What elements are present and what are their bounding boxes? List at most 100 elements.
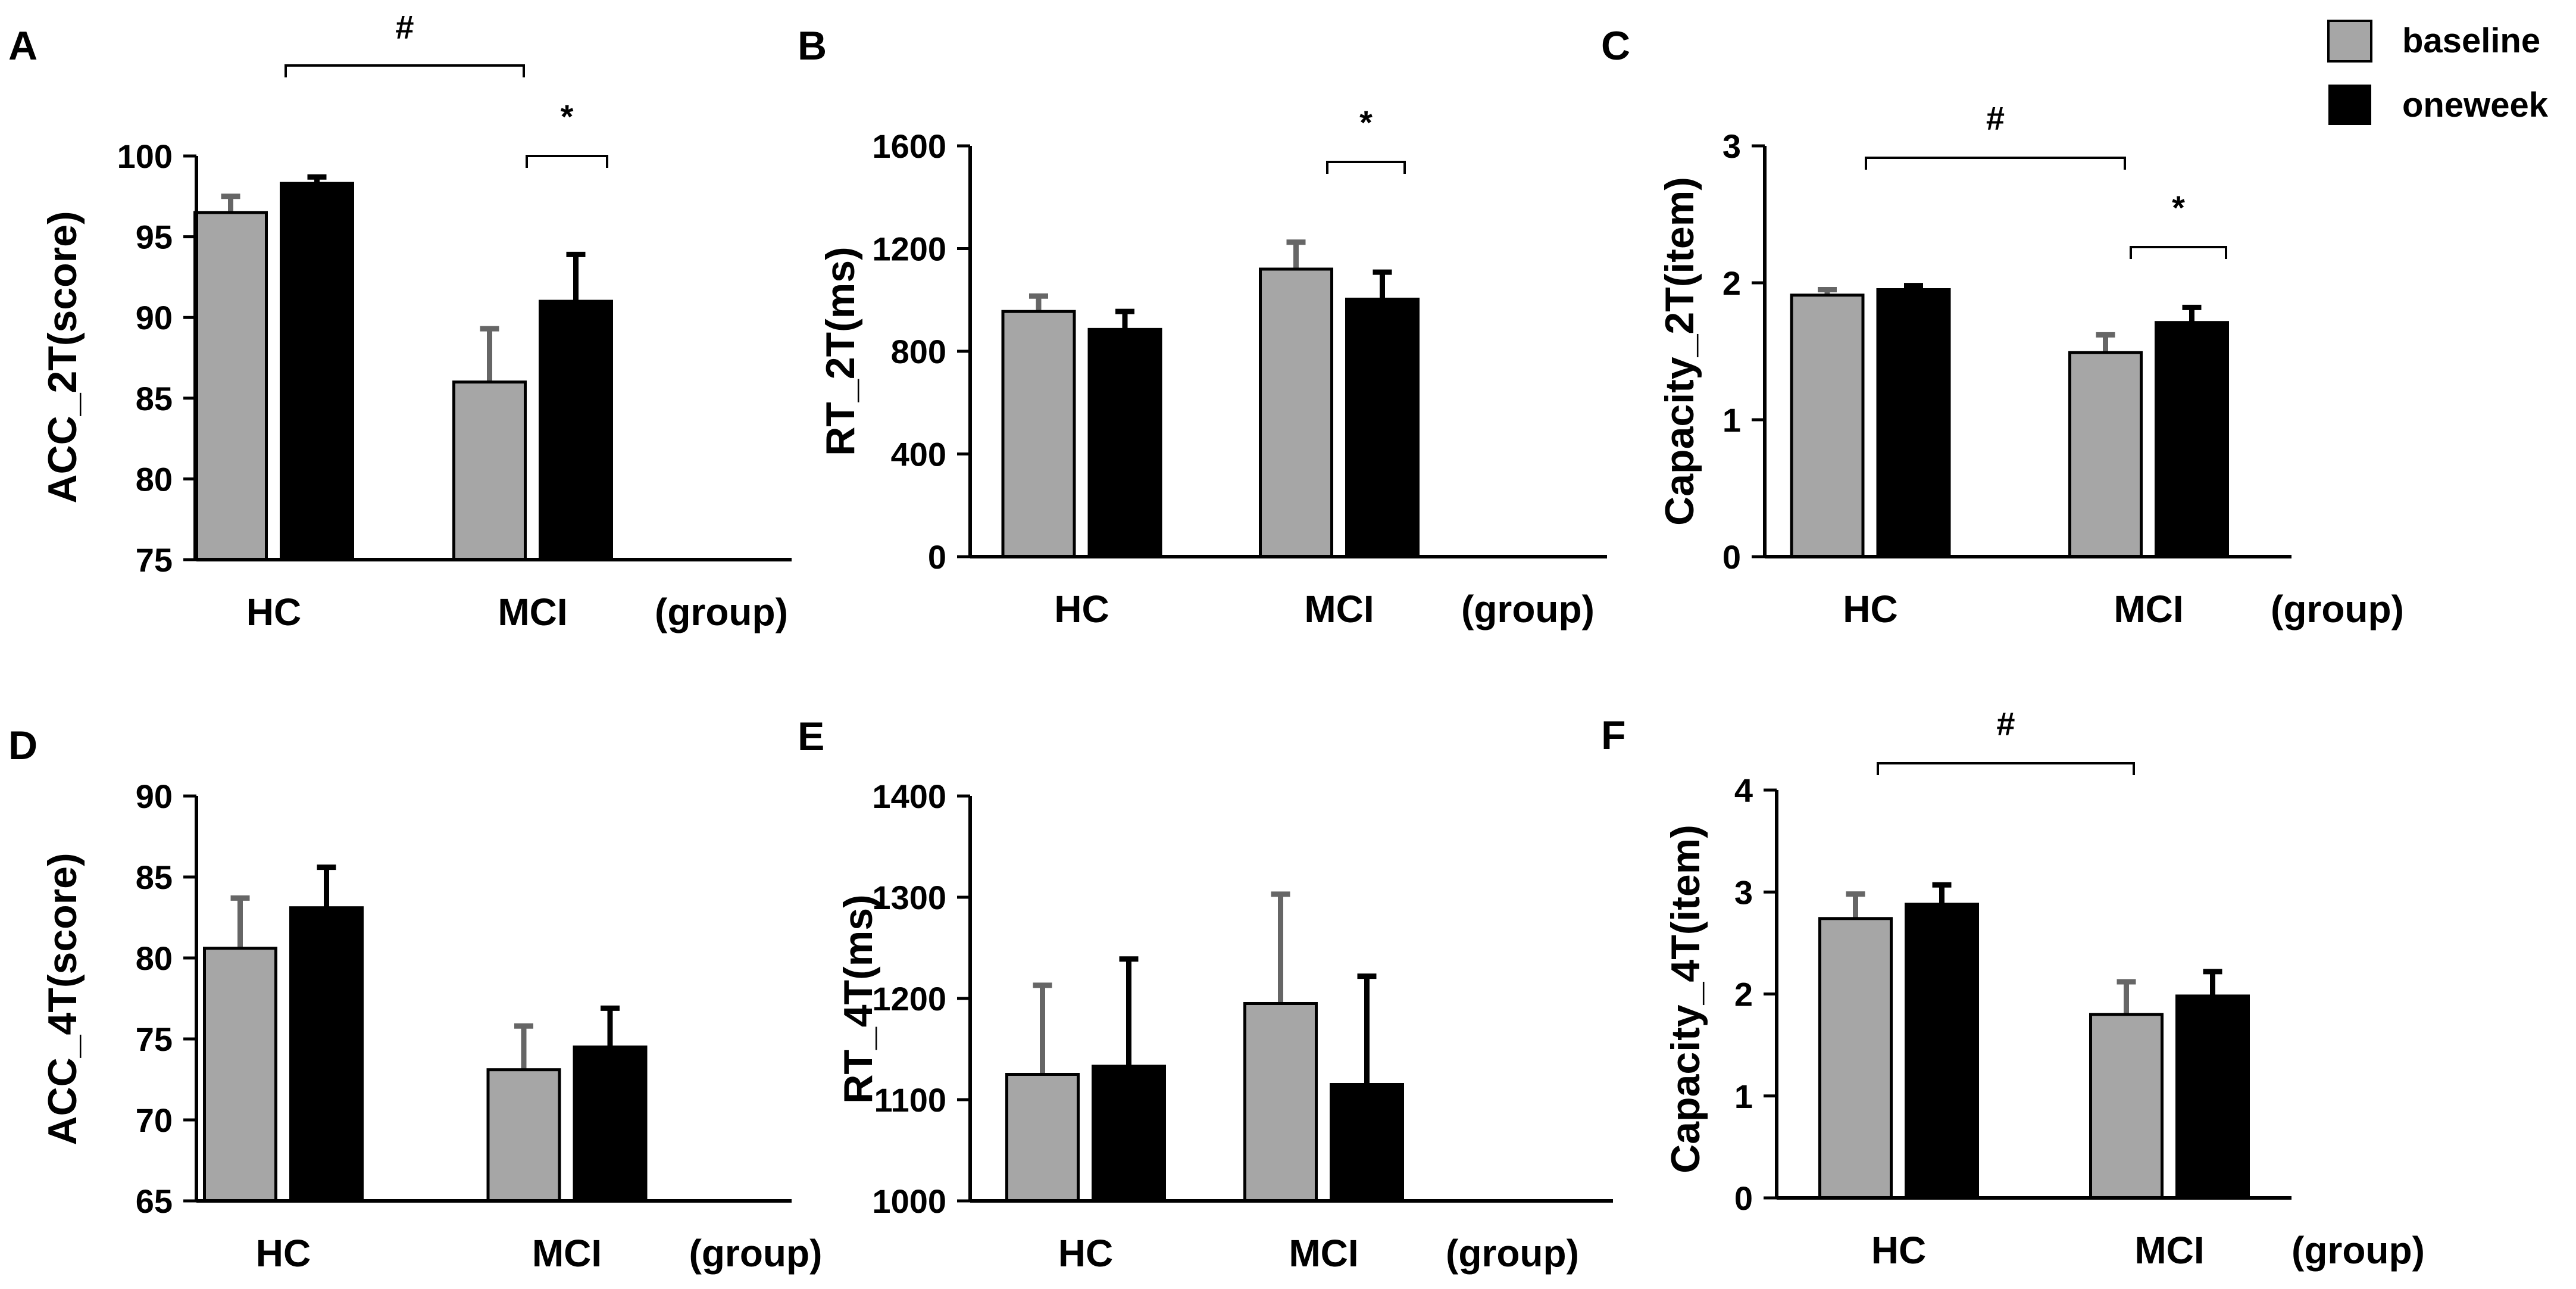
y-axis-label: RT_2T(ms) bbox=[818, 246, 863, 455]
significance-marker-star: * bbox=[1359, 104, 1373, 141]
y-tick-label: 100 bbox=[117, 138, 173, 175]
y-tick-label: 1 bbox=[1734, 1078, 1753, 1115]
panel-label-B: B bbox=[798, 23, 827, 68]
bar-baseline-MCI bbox=[486, 1068, 561, 1203]
significance-marker-star: * bbox=[561, 98, 574, 135]
significance-marker-hash: # bbox=[1986, 99, 2005, 137]
bar-baseline-MCI bbox=[1243, 1002, 1318, 1203]
bar-oneweek-HC bbox=[280, 182, 354, 561]
x-tick-label-MCI: MCI bbox=[1289, 1232, 1358, 1275]
y-axis-label: RT_4T(ms) bbox=[836, 894, 881, 1103]
x-axis-label: (group) bbox=[689, 1232, 823, 1275]
bar-baseline-MCI bbox=[1259, 267, 1333, 558]
bar-oneweek-HC bbox=[1876, 288, 1951, 558]
y-tick-label: 90 bbox=[136, 299, 173, 336]
bar-oneweek-HC bbox=[1905, 903, 1979, 1200]
panel-F: F Capacity_4T(item) HC MCI (group) 0 1 2 3 4 # bbox=[1601, 705, 2425, 1272]
x-tick-label-HC: HC bbox=[1871, 1229, 1926, 1272]
y-axis-label: ACC_4T(score) bbox=[40, 853, 85, 1145]
bar-oneweek-MCI bbox=[539, 299, 613, 561]
legend-label-oneweek: oneweek bbox=[2402, 86, 2549, 124]
significance-marker-hash: # bbox=[395, 8, 414, 46]
significance-bracket-between-groups bbox=[1877, 762, 2135, 775]
significance-bracket-between-groups bbox=[1865, 157, 2126, 170]
panel-B: B RT_2T(ms) HC MCI (group) 0 400 800 1200 1600 * bbox=[798, 23, 1607, 631]
significance-bracket-within-group bbox=[526, 155, 608, 168]
bar-baseline-HC bbox=[203, 947, 277, 1203]
significance-bracket-within-group bbox=[2130, 246, 2227, 259]
bar-baseline-MCI bbox=[2068, 351, 2143, 558]
x-axis-label: (group) bbox=[2271, 588, 2404, 631]
x-tick-label-HC: HC bbox=[256, 1232, 311, 1275]
y-tick-label: 95 bbox=[136, 219, 173, 256]
y-tick-label: 80 bbox=[136, 940, 173, 977]
y-axis-label: Capacity_4T(item) bbox=[1663, 825, 1708, 1173]
x-axis-label: (group) bbox=[2291, 1229, 2425, 1272]
y-tick-label: 3 bbox=[1722, 127, 1741, 165]
y-tick-label: 0 bbox=[1734, 1179, 1753, 1217]
y-tick-label: 1200 bbox=[872, 230, 946, 268]
panel-C: C Capacity_2T(item) HC MCI (group) 0 1 2 3 # * bbox=[1601, 23, 2404, 631]
legend-swatch-baseline bbox=[2327, 20, 2372, 63]
x-tick-label-MCI: MCI bbox=[532, 1232, 602, 1275]
significance-bracket-within-group bbox=[1326, 161, 1406, 174]
y-tick-label: 70 bbox=[136, 1101, 173, 1139]
y-tick-label: 65 bbox=[136, 1182, 173, 1220]
panel-label-E: E bbox=[798, 714, 824, 759]
y-tick-label: 400 bbox=[891, 436, 946, 473]
x-tick-label-HC: HC bbox=[1058, 1232, 1113, 1275]
y-tick-label: 1300 bbox=[872, 879, 946, 916]
x-tick-label-MCI: MCI bbox=[2134, 1229, 2204, 1272]
y-tick-label: 1600 bbox=[872, 127, 946, 165]
bar-oneweek-MCI bbox=[573, 1045, 648, 1203]
y-tick-label: 75 bbox=[136, 1020, 173, 1058]
y-tick-label: 0 bbox=[1722, 538, 1741, 576]
legend-swatch-oneweek bbox=[2328, 85, 2371, 125]
bar-oneweek-MCI bbox=[2175, 994, 2250, 1200]
panel-A: A ACC_2T(score) HC MCI (group) 75 80 85 90 95 100 #… bbox=[8, 8, 792, 633]
bar-baseline-HC bbox=[1790, 294, 1865, 558]
y-tick-label: 1000 bbox=[872, 1182, 946, 1220]
y-axis-label: ACC_2T(score) bbox=[40, 211, 85, 503]
y-tick-label: 800 bbox=[891, 333, 946, 370]
panel-E: E RT_4T(ms) HC MCI (group) 1000 1100 1200 1300 14… bbox=[798, 714, 1613, 1275]
legend-label-baseline: baseline bbox=[2402, 21, 2540, 60]
x-axis-label: (group) bbox=[1446, 1232, 1579, 1275]
x-tick-label-MCI: MCI bbox=[498, 591, 567, 633]
bar-oneweek-MCI bbox=[1330, 1083, 1404, 1203]
y-tick-label: 75 bbox=[136, 541, 173, 579]
panel-label-D: D bbox=[8, 723, 37, 768]
panel-D: D ACC_4T(score) HC MCI (group) 65 70 75 80 85 90 bbox=[8, 723, 822, 1275]
y-tick-label: 2 bbox=[1722, 264, 1741, 302]
bar-oneweek-MCI bbox=[1345, 297, 1420, 558]
significance-marker-star: * bbox=[2172, 189, 2185, 226]
y-tick-label: 90 bbox=[136, 778, 173, 815]
bar-baseline-HC bbox=[1005, 1073, 1080, 1203]
bar-baseline-MCI bbox=[2089, 1013, 2164, 1200]
legend: baseline oneweek bbox=[2327, 20, 2549, 125]
y-tick-label: 2 bbox=[1734, 976, 1753, 1013]
panel-label-F: F bbox=[1601, 713, 1626, 758]
y-tick-label: 4 bbox=[1734, 772, 1753, 809]
y-tick-label: 85 bbox=[136, 859, 173, 896]
bar-oneweek-MCI bbox=[2155, 321, 2229, 558]
y-tick-label: 80 bbox=[136, 460, 173, 498]
y-tick-label: 0 bbox=[928, 538, 946, 576]
x-tick-label-MCI: MCI bbox=[1304, 588, 1374, 631]
y-axis-label: Capacity_2T(item) bbox=[1657, 177, 1702, 526]
y-tick-label: 1200 bbox=[872, 980, 946, 1018]
x-tick-label-MCI: MCI bbox=[2114, 588, 2183, 631]
bar-oneweek-HC bbox=[289, 906, 364, 1203]
bar-baseline-MCI bbox=[452, 380, 527, 561]
significance-bracket-between-groups bbox=[285, 64, 525, 77]
panel-label-C: C bbox=[1601, 23, 1630, 68]
x-tick-label-HC: HC bbox=[246, 591, 301, 633]
y-tick-label: 3 bbox=[1734, 873, 1753, 911]
x-axis-label: (group) bbox=[1461, 588, 1595, 631]
y-tick-label: 1400 bbox=[872, 778, 946, 815]
bar-oneweek-HC bbox=[1087, 327, 1162, 558]
x-tick-label-HC: HC bbox=[1054, 588, 1109, 631]
bar-baseline-HC bbox=[1818, 917, 1893, 1200]
